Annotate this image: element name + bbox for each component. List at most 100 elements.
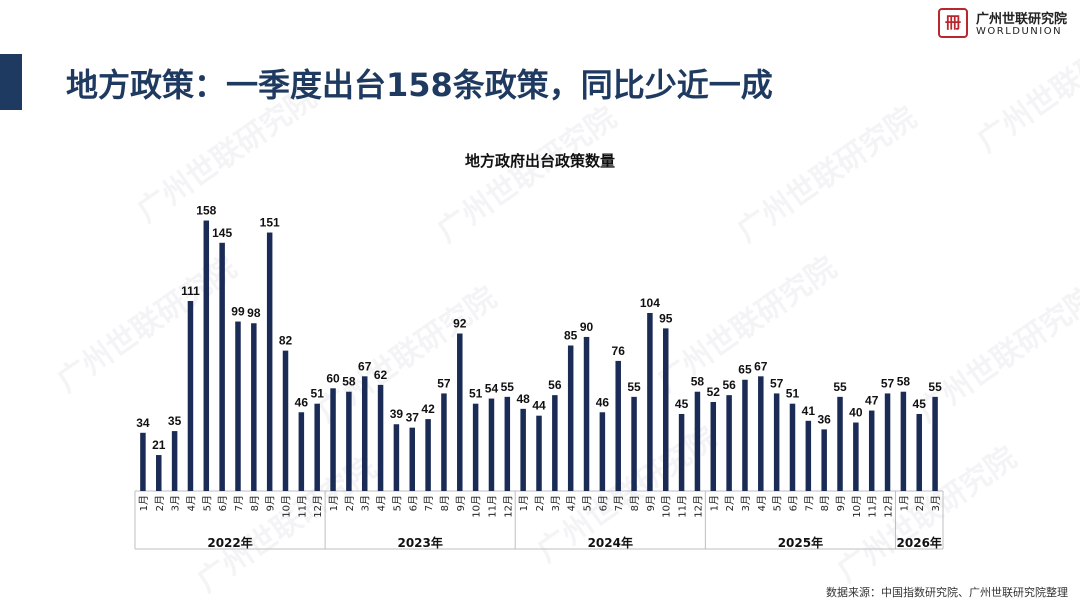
x-tick-label: 7月 bbox=[233, 495, 245, 511]
bar bbox=[678, 413, 685, 491]
x-tick-label: 5月 bbox=[582, 495, 594, 511]
bar bbox=[710, 401, 717, 491]
chart-title: 地方政府出台政策数量 bbox=[464, 152, 615, 170]
bar bbox=[662, 328, 669, 491]
data-label: 67 bbox=[358, 359, 372, 373]
year-group-label: 2022年 bbox=[207, 535, 252, 550]
x-tick-label: 8月 bbox=[629, 495, 641, 511]
x-tick-label: 11月 bbox=[486, 495, 498, 518]
bar bbox=[425, 419, 431, 491]
bar bbox=[282, 350, 289, 491]
bar bbox=[346, 391, 352, 491]
x-tick-label: 1月 bbox=[708, 495, 720, 511]
data-label: 85 bbox=[564, 329, 578, 343]
data-label: 37 bbox=[406, 411, 420, 425]
data-label: 151 bbox=[260, 216, 280, 230]
x-tick-label: 10月 bbox=[281, 495, 293, 518]
bar bbox=[314, 403, 320, 491]
bar bbox=[377, 384, 384, 491]
x-tick-label: 5月 bbox=[391, 495, 403, 511]
data-label: 145 bbox=[212, 226, 232, 240]
data-label: 55 bbox=[833, 380, 847, 394]
bar bbox=[219, 242, 225, 491]
bar bbox=[647, 312, 653, 491]
data-label: 36 bbox=[817, 412, 831, 426]
data-label: 44 bbox=[532, 399, 546, 413]
x-tick-label: 12月 bbox=[883, 495, 895, 518]
bar bbox=[203, 220, 210, 491]
x-tick-label: 8月 bbox=[249, 495, 261, 511]
x-tick-label: 2月 bbox=[534, 495, 546, 511]
data-label: 67 bbox=[754, 359, 768, 373]
x-tick-label: 3月 bbox=[170, 495, 182, 511]
data-label: 45 bbox=[913, 397, 927, 411]
x-tick-label: 6月 bbox=[407, 495, 419, 511]
data-label: 82 bbox=[279, 334, 293, 348]
data-label: 158 bbox=[196, 204, 216, 218]
x-tick-label: 5月 bbox=[772, 495, 784, 511]
bar bbox=[900, 391, 907, 491]
bar bbox=[853, 422, 859, 491]
bar bbox=[837, 396, 843, 491]
x-tick-label: 2月 bbox=[914, 495, 926, 511]
x-tick-label: 3月 bbox=[550, 495, 562, 511]
bar bbox=[520, 408, 526, 491]
data-label: 51 bbox=[311, 387, 325, 401]
x-tick-label: 6月 bbox=[217, 495, 229, 511]
data-label: 56 bbox=[548, 378, 562, 392]
data-label: 34 bbox=[136, 416, 150, 430]
bar bbox=[773, 393, 780, 491]
x-tick-label: 11月 bbox=[677, 495, 689, 518]
data-label: 47 bbox=[865, 394, 879, 408]
bar bbox=[758, 376, 764, 491]
x-tick-label: 12月 bbox=[502, 495, 514, 518]
bar bbox=[884, 393, 891, 491]
data-label: 41 bbox=[802, 404, 816, 418]
x-tick-label: 12月 bbox=[312, 495, 324, 518]
data-label: 51 bbox=[786, 387, 800, 401]
data-label: 95 bbox=[659, 311, 673, 325]
data-label: 21 bbox=[152, 438, 166, 452]
x-tick-label: 5月 bbox=[201, 495, 213, 511]
year-group-label: 2024年 bbox=[588, 535, 633, 550]
bar bbox=[916, 413, 922, 491]
data-label: 45 bbox=[675, 397, 689, 411]
bar bbox=[472, 403, 479, 491]
x-tick-label: 10月 bbox=[471, 495, 483, 518]
bar bbox=[805, 420, 812, 491]
data-source-note: 数据来源：中国指数研究院、广州世联研究院整理 bbox=[826, 586, 1068, 599]
x-tick-label: 1月 bbox=[138, 495, 150, 511]
x-tick-label: 1月 bbox=[328, 495, 340, 511]
data-label: 65 bbox=[738, 363, 752, 377]
bar bbox=[235, 321, 241, 491]
x-tick-label: 11月 bbox=[867, 495, 879, 518]
data-label: 55 bbox=[928, 380, 942, 394]
data-label: 104 bbox=[640, 296, 660, 310]
year-group-label: 2023年 bbox=[397, 535, 442, 550]
bar bbox=[694, 391, 701, 491]
data-label: 58 bbox=[691, 375, 705, 389]
data-label: 58 bbox=[897, 375, 911, 389]
x-tick-label: 4月 bbox=[185, 495, 197, 511]
data-label: 46 bbox=[596, 395, 610, 409]
bar bbox=[488, 398, 495, 491]
x-tick-label: 9月 bbox=[835, 495, 847, 511]
data-label: 57 bbox=[881, 376, 895, 390]
data-label: 62 bbox=[374, 368, 388, 382]
data-label: 35 bbox=[168, 414, 182, 428]
data-label: 98 bbox=[247, 306, 261, 320]
x-tick-label: 4月 bbox=[756, 495, 768, 511]
data-label: 111 bbox=[181, 284, 200, 298]
x-tick-label: 2月 bbox=[154, 495, 166, 511]
data-label: 56 bbox=[722, 378, 736, 392]
data-label: 55 bbox=[501, 380, 515, 394]
bar bbox=[457, 333, 463, 491]
x-tick-label: 2月 bbox=[344, 495, 356, 511]
bar bbox=[393, 424, 400, 491]
bar bbox=[567, 345, 574, 491]
bar bbox=[171, 431, 178, 491]
bar bbox=[409, 427, 416, 491]
year-group-label: 2025年 bbox=[778, 535, 823, 550]
logo-name-cn: 广州世联研究院 bbox=[976, 12, 1068, 27]
